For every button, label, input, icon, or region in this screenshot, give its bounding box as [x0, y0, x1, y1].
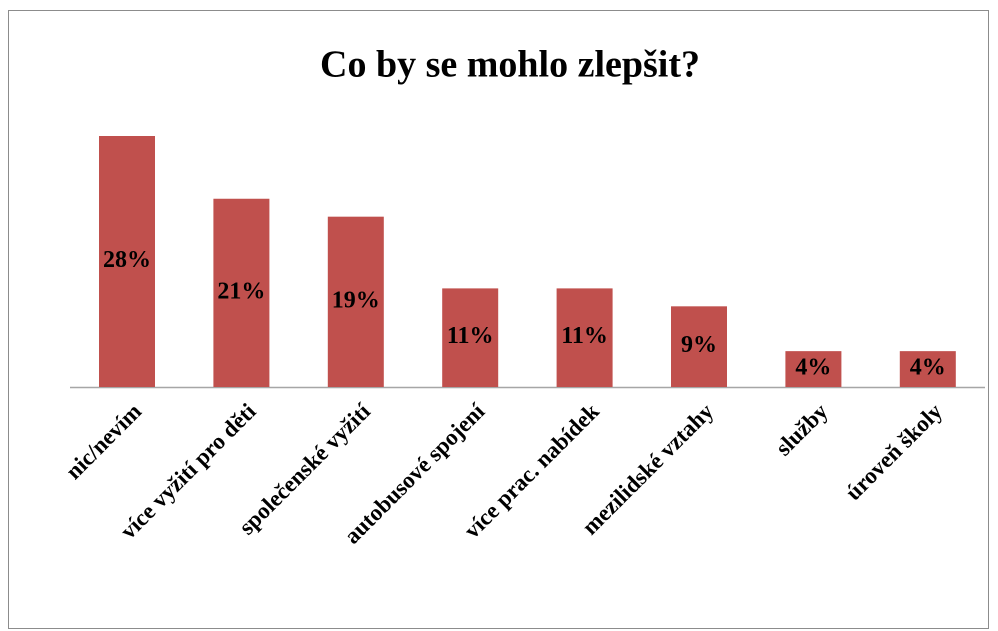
value-label: 21%	[217, 278, 265, 304]
value-label: 28%	[103, 247, 151, 273]
value-label: 9%	[681, 332, 717, 358]
chart-border	[8, 10, 989, 629]
value-label: 4%	[910, 355, 946, 381]
bar	[671, 306, 727, 387]
bar	[785, 351, 842, 387]
bar	[899, 351, 956, 387]
value-label: 19%	[332, 287, 380, 313]
bar	[213, 198, 270, 387]
value-label: 11%	[561, 323, 608, 349]
bar	[327, 216, 384, 387]
bar	[99, 136, 155, 387]
value-label: 11%	[447, 323, 494, 349]
chart-title: Co by se mohlo zlepšit?	[320, 44, 700, 86]
bar	[442, 288, 499, 387]
value-label: 4%	[795, 355, 831, 381]
bar	[556, 288, 613, 387]
